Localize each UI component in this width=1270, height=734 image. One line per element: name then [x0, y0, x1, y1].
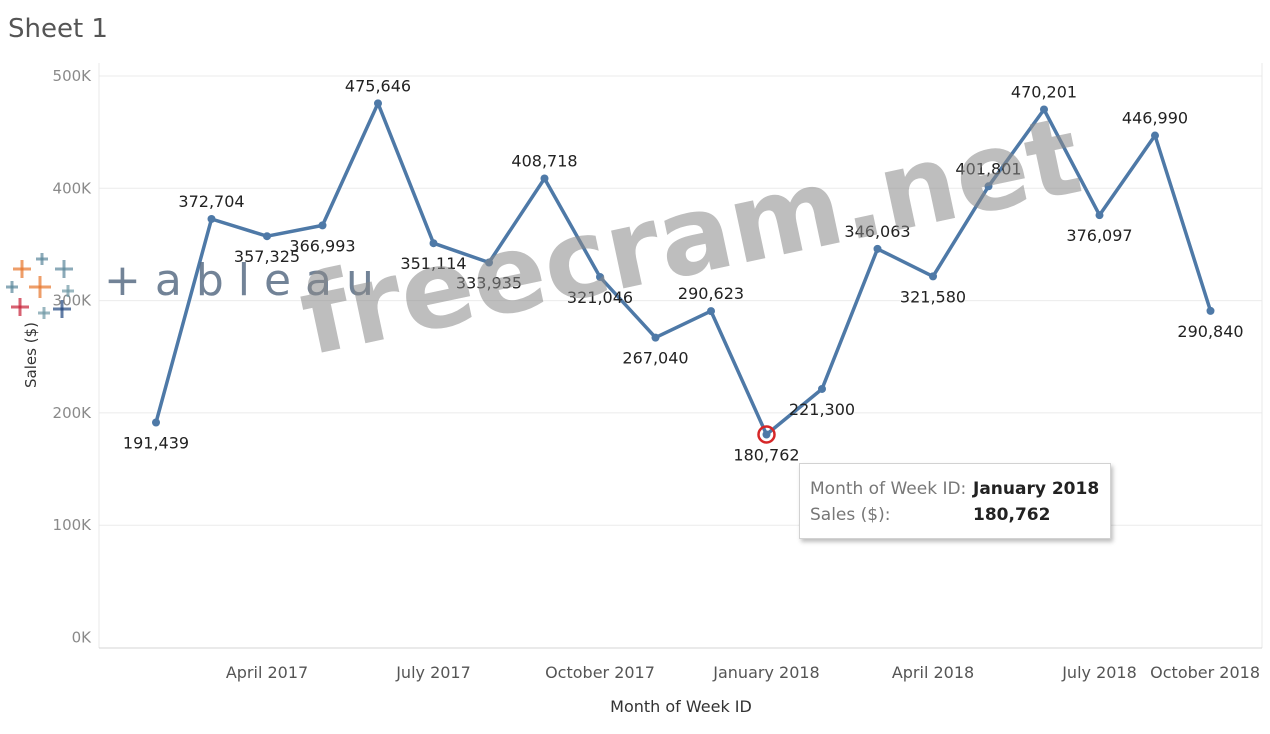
data-label: 372,704	[178, 192, 244, 211]
data-label: 267,040	[622, 349, 688, 368]
x-tick-label: July 2018	[1061, 663, 1137, 682]
data-label: 351,114	[400, 254, 466, 273]
tooltip: Month of Week ID: January 2018 Sales ($):…	[799, 463, 1111, 539]
data-point[interactable]	[818, 384, 826, 393]
x-tick-label: January 2018	[712, 663, 819, 682]
data-label: 475,646	[345, 76, 411, 95]
data-label: 346,063	[844, 222, 910, 241]
data-point[interactable]	[485, 258, 493, 267]
y-axis-label: Sales ($)	[22, 322, 40, 388]
data-label: 376,097	[1066, 226, 1132, 245]
tooltip-row-month: Month of Week ID: January 2018	[810, 479, 1099, 499]
data-point[interactable]	[651, 333, 660, 342]
x-tick-label: April 2017	[226, 663, 308, 682]
x-axis-label: Month of Week ID	[610, 697, 752, 716]
tooltip-row-sales: Sales ($): 180,762	[810, 505, 1050, 525]
data-point[interactable]	[1095, 211, 1104, 220]
x-tick-label: October 2017	[545, 663, 655, 682]
data-point[interactable]	[596, 272, 604, 281]
selected-point-marker[interactable]	[757, 425, 776, 444]
tableau-mark-icon	[6, 253, 74, 319]
logo-text: +ableau	[104, 255, 388, 306]
data-point[interactable]	[152, 418, 160, 427]
data-label: 357,325	[234, 247, 300, 266]
tooltip-sales-value: 180,762	[973, 505, 1051, 525]
data-label: 321,046	[567, 288, 633, 307]
series-line	[154, 101, 1213, 437]
y-tick-label: 100K	[53, 516, 93, 534]
y-tick-label: 500K	[53, 67, 93, 85]
y-tick-label: 400K	[53, 179, 93, 197]
data-label: 180,762	[733, 446, 799, 465]
data-point[interactable]	[318, 221, 327, 230]
x-tick-label: October 2018	[1150, 663, 1260, 682]
x-tick-label: July 2017	[395, 663, 471, 682]
data-point[interactable]	[374, 99, 382, 108]
data-point[interactable]	[207, 214, 216, 223]
data-label: 321,580	[900, 287, 966, 306]
data-point[interactable]	[263, 232, 271, 241]
data-label: 408,718	[511, 152, 577, 171]
data-point[interactable]	[1151, 131, 1159, 140]
data-label: 191,439	[123, 434, 189, 453]
data-point[interactable]	[1040, 105, 1048, 114]
data-point[interactable]	[929, 272, 937, 281]
data-point[interactable]	[540, 174, 549, 183]
data-point[interactable]	[984, 182, 993, 191]
tooltip-month-value: January 2018	[973, 479, 1100, 499]
y-tick-label: 200K	[53, 404, 93, 422]
sheet-title: Sheet 1	[8, 14, 108, 44]
data-point[interactable]	[873, 244, 882, 253]
x-tick-labels: April 2017 July 2017 October 2017 January 2…	[226, 663, 1260, 682]
data-label: 366,993	[289, 236, 355, 255]
data-label: 446,990	[1122, 109, 1188, 128]
sales-series[interactable]	[152, 99, 1215, 444]
x-tick-label: April 2018	[892, 663, 974, 682]
data-label: 401,801	[955, 159, 1021, 178]
y-tick-label: 0K	[72, 629, 93, 647]
data-label: 290,840	[1177, 322, 1243, 341]
data-point[interactable]	[762, 430, 771, 439]
data-label: 333,935	[456, 273, 522, 292]
data-point[interactable]	[707, 307, 715, 316]
data-label: 221,300	[789, 400, 855, 419]
data-point[interactable]	[1206, 306, 1215, 315]
data-point[interactable]	[429, 239, 438, 248]
tableau-logo: +ableau	[4, 247, 404, 327]
data-label: 290,623	[678, 284, 744, 303]
data-label: 470,201	[1011, 82, 1077, 101]
tooltip-month-label: Month of Week ID:	[810, 479, 967, 499]
tooltip-sales-label: Sales ($):	[810, 505, 891, 525]
